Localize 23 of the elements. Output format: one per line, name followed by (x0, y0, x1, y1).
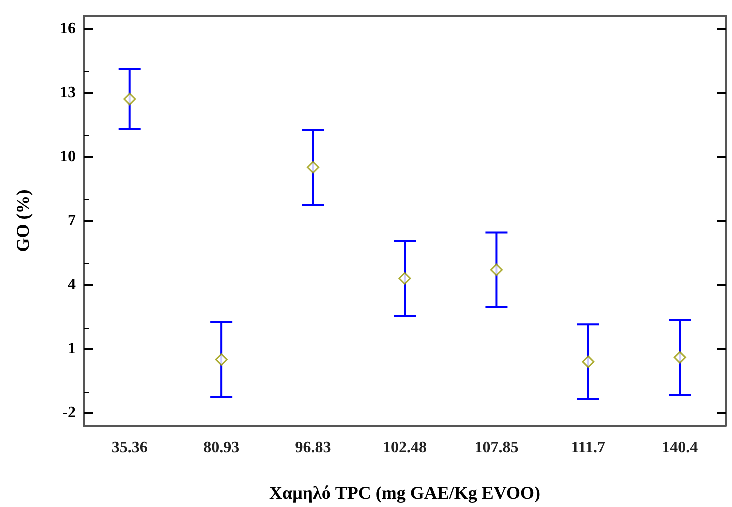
point (215, 354, 228, 366)
point (674, 351, 686, 364)
x-tick-label: 35.36 (112, 440, 148, 456)
x-tick-label: 96.83 (295, 440, 332, 456)
y-tick-label: 10 (60, 148, 76, 166)
point (124, 93, 136, 106)
x-axis-title: Χαμηλό TPC (mg GAE/Kg EVOO) (270, 483, 540, 503)
x-tick-label: 107.85 (474, 440, 519, 456)
y-tick-label: 4 (68, 276, 76, 294)
x-tick-label: 140.4 (662, 440, 698, 456)
point (307, 161, 320, 174)
y-tick-label: -2 (62, 404, 76, 422)
x-tick-label: 80.93 (204, 440, 240, 456)
y-tick-label: 16 (60, 20, 76, 38)
y-tick-label: 1 (68, 340, 76, 358)
point (490, 264, 503, 276)
point (398, 272, 412, 285)
x-tick-label: 111.7 (571, 440, 606, 456)
y-tick-label: 7 (68, 212, 76, 230)
point (582, 356, 595, 368)
x-tick-label: 102.48 (383, 440, 427, 456)
y-tick-label: 13 (60, 84, 76, 102)
y-axis-title: GO (%) (13, 190, 33, 252)
